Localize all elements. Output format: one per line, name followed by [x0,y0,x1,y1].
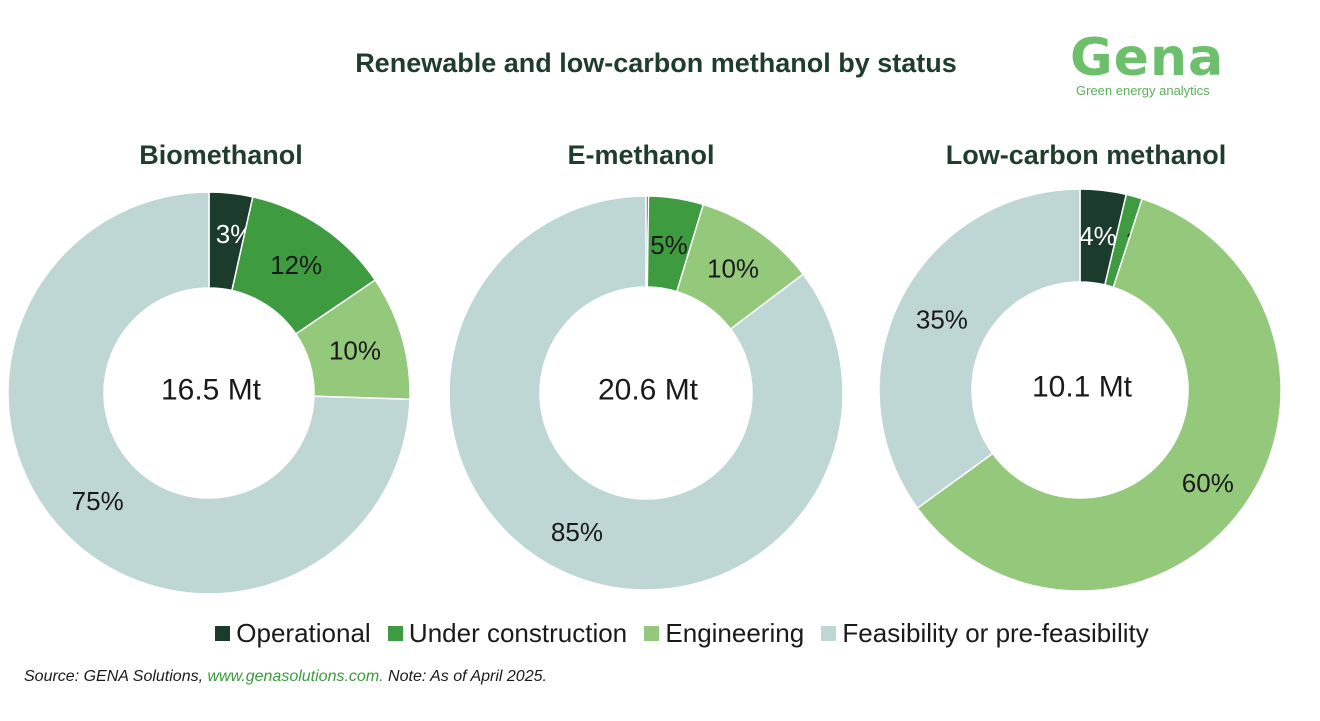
data-label-e-methanol-under-construction: 5% [650,230,688,260]
slice-e-methanol-feasibility-or-pre-feasibility [448,195,844,591]
source-suffix: Note: As of April 2025. [383,668,547,685]
donut-title-e-methanol: E-methanol [567,140,715,170]
data-label-biomethanol-engineering: 10% [329,336,381,366]
legend-swatch-engineering [644,626,660,641]
donut-title-biomethanol: Biomethanol [139,140,303,170]
donut-title-low-carbon: Low-carbon methanol [945,140,1227,170]
legend-item-engineering: Engineering [644,618,804,649]
legend-label-under-construction: Under construction [408,618,628,648]
data-label-biomethanol-feasibility-or-pre-feasibility: 75% [72,486,124,516]
data-label-low-carbon-operational: 4% [1079,221,1117,251]
legend-label-engineering: Engineering [665,618,805,648]
data-label-e-methanol-engineering: 10% [707,253,759,283]
data-label-e-methanol-feasibility-or-pre-feasibility: 85% [551,517,603,547]
legend-swatch-under-construction [387,626,403,641]
slice-low-carbon-feasibility-or-pre-feasibility [878,188,1081,510]
slice-low-carbon-engineering [916,197,1282,592]
logo-tagline: Green energy analytics [1076,83,1210,98]
gena-logo: Gena Green energy analytics [1070,28,1250,108]
legend-label-feasibility: Feasibility or pre-feasibility [842,618,1149,648]
center-total-e-methanol: 20.6 Mt [598,374,699,407]
legend-item-feasibility: Feasibility or pre-feasibility [821,618,1149,649]
source-note: Source: GENA Solutions, www.genasolution… [24,668,547,686]
data-label-biomethanol-under-construction: 12% [270,250,322,280]
data-label-low-carbon-engineering: 60% [1182,468,1234,498]
chart-title-main: Renewable and low-carbon methanol by sta… [355,48,957,78]
center-total-biomethanol: 16.5 Mt [161,374,262,407]
slice-biomethanol-feasibility-or-pre-feasibility [7,191,411,595]
legend-swatch-operational [215,626,231,641]
data-label-low-carbon-feasibility-or-pre-feasibility: 35% [916,305,968,335]
logo-wordmark: Gena [1070,28,1225,88]
source-link[interactable]: www.genasolutions.com. [207,668,384,685]
legend-item-under-construction: Under construction [387,618,628,649]
source-prefix: Source: GENA Solutions, [24,668,208,685]
legend-item-operational: Operational [215,618,371,649]
legend-label-operational: Operational [236,618,371,648]
legend: Operational Under construction Engineeri… [0,618,1320,649]
legend-swatch-feasibility [821,626,837,641]
center-total-low-carbon: 10.1 Mt [1032,371,1133,404]
